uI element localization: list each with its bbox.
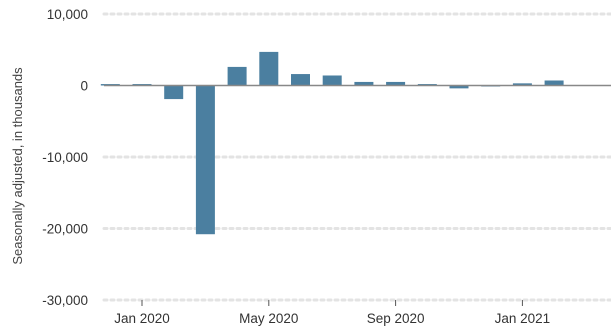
y-axis-ticks: 10,000 0 -10,000 -20,000 -30,000 <box>42 7 88 308</box>
bar-feb-2020 <box>164 85 184 100</box>
y-axis-label: Seasonally adjusted, in thousands <box>10 67 25 265</box>
bar-may-2020 <box>259 51 279 86</box>
bar-jan-2021 <box>512 83 532 86</box>
y-tick-label: -20,000 <box>42 222 88 237</box>
y-tick-label: -10,000 <box>42 150 88 165</box>
x-tick-label: Jan 2020 <box>114 311 170 326</box>
bar-feb-2021 <box>544 80 564 86</box>
bar-sep-2020 <box>386 81 406 86</box>
x-tick-label: Sep 2020 <box>367 311 425 326</box>
bar-aug-2020 <box>354 81 374 86</box>
x-axis-ticks: Jan 2020 May 2020 Sep 2020 Jan 2021 <box>114 300 550 326</box>
x-tick-label: May 2020 <box>239 311 298 326</box>
bars <box>100 51 564 235</box>
grid-lines <box>102 12 611 302</box>
y-tick-label: 10,000 <box>47 7 88 22</box>
bar-nov-2020 <box>449 85 469 89</box>
bar-jun-2020 <box>291 74 310 86</box>
bar-mar-2020 <box>195 85 215 235</box>
bar-jul-2020 <box>322 75 342 86</box>
y-tick-label: 0 <box>80 79 88 94</box>
bar-apr-2020 <box>227 66 247 86</box>
x-tick-label: Jan 2021 <box>495 311 551 326</box>
y-tick-label: -30,000 <box>42 293 88 308</box>
